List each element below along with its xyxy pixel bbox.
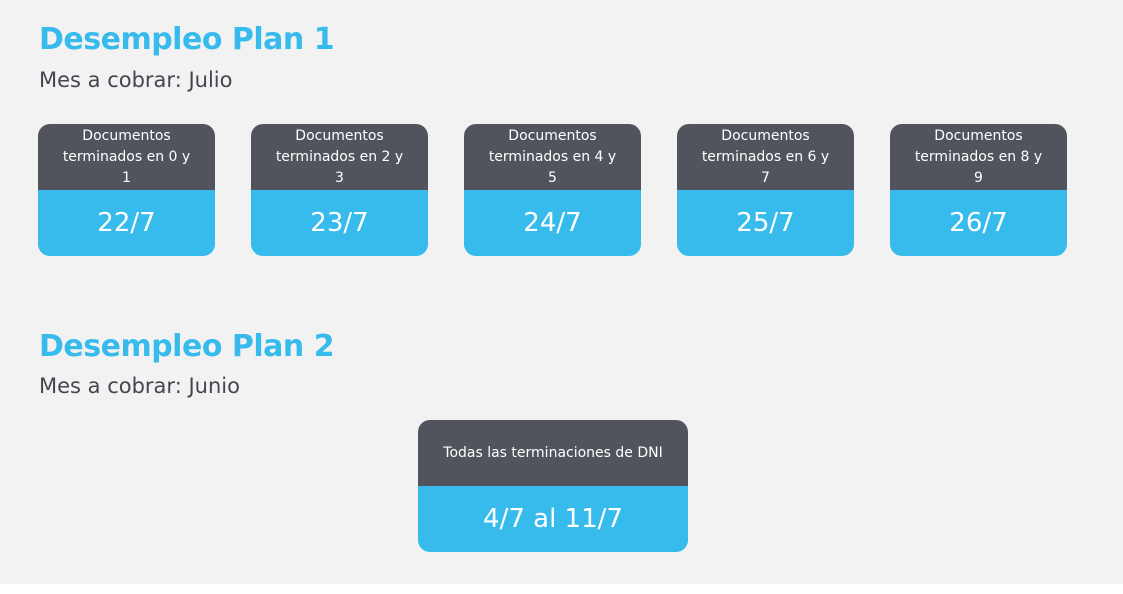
card-label: Documentos terminados en 8 y 9 [890,124,1067,190]
card-label: Documentos terminados en 6 y 7 [677,124,854,190]
card-label: Documentos terminados en 4 y 5 [464,124,641,190]
card-date: 25/7 [677,190,854,256]
card-date: 23/7 [251,190,428,256]
schedule-card: Documentos terminados en 8 y 9 26/7 [890,124,1067,256]
card-date: 26/7 [890,190,1067,256]
card-label: Documentos terminados en 2 y 3 [251,124,428,190]
plan1-subtitle: Mes a cobrar: Julio [39,68,233,92]
schedule-card: Documentos terminados en 6 y 7 25/7 [677,124,854,256]
schedule-card: Documentos terminados en 2 y 3 23/7 [251,124,428,256]
card-date: 4/7 al 11/7 [418,486,688,552]
schedule-card: Todas las terminaciones de DNI 4/7 al 11/… [418,420,688,552]
plan2-subtitle: Mes a cobrar: Junio [39,374,240,398]
card-date: 24/7 [464,190,641,256]
card-label: Todas las terminaciones de DNI [418,420,688,486]
plan1-title: Desempleo Plan 1 [39,22,335,57]
card-label: Documentos terminados en 0 y 1 [38,124,215,190]
schedule-card: Documentos terminados en 0 y 1 22/7 [38,124,215,256]
card-date: 22/7 [38,190,215,256]
schedule-card: Documentos terminados en 4 y 5 24/7 [464,124,641,256]
plan2-title: Desempleo Plan 2 [39,329,335,364]
